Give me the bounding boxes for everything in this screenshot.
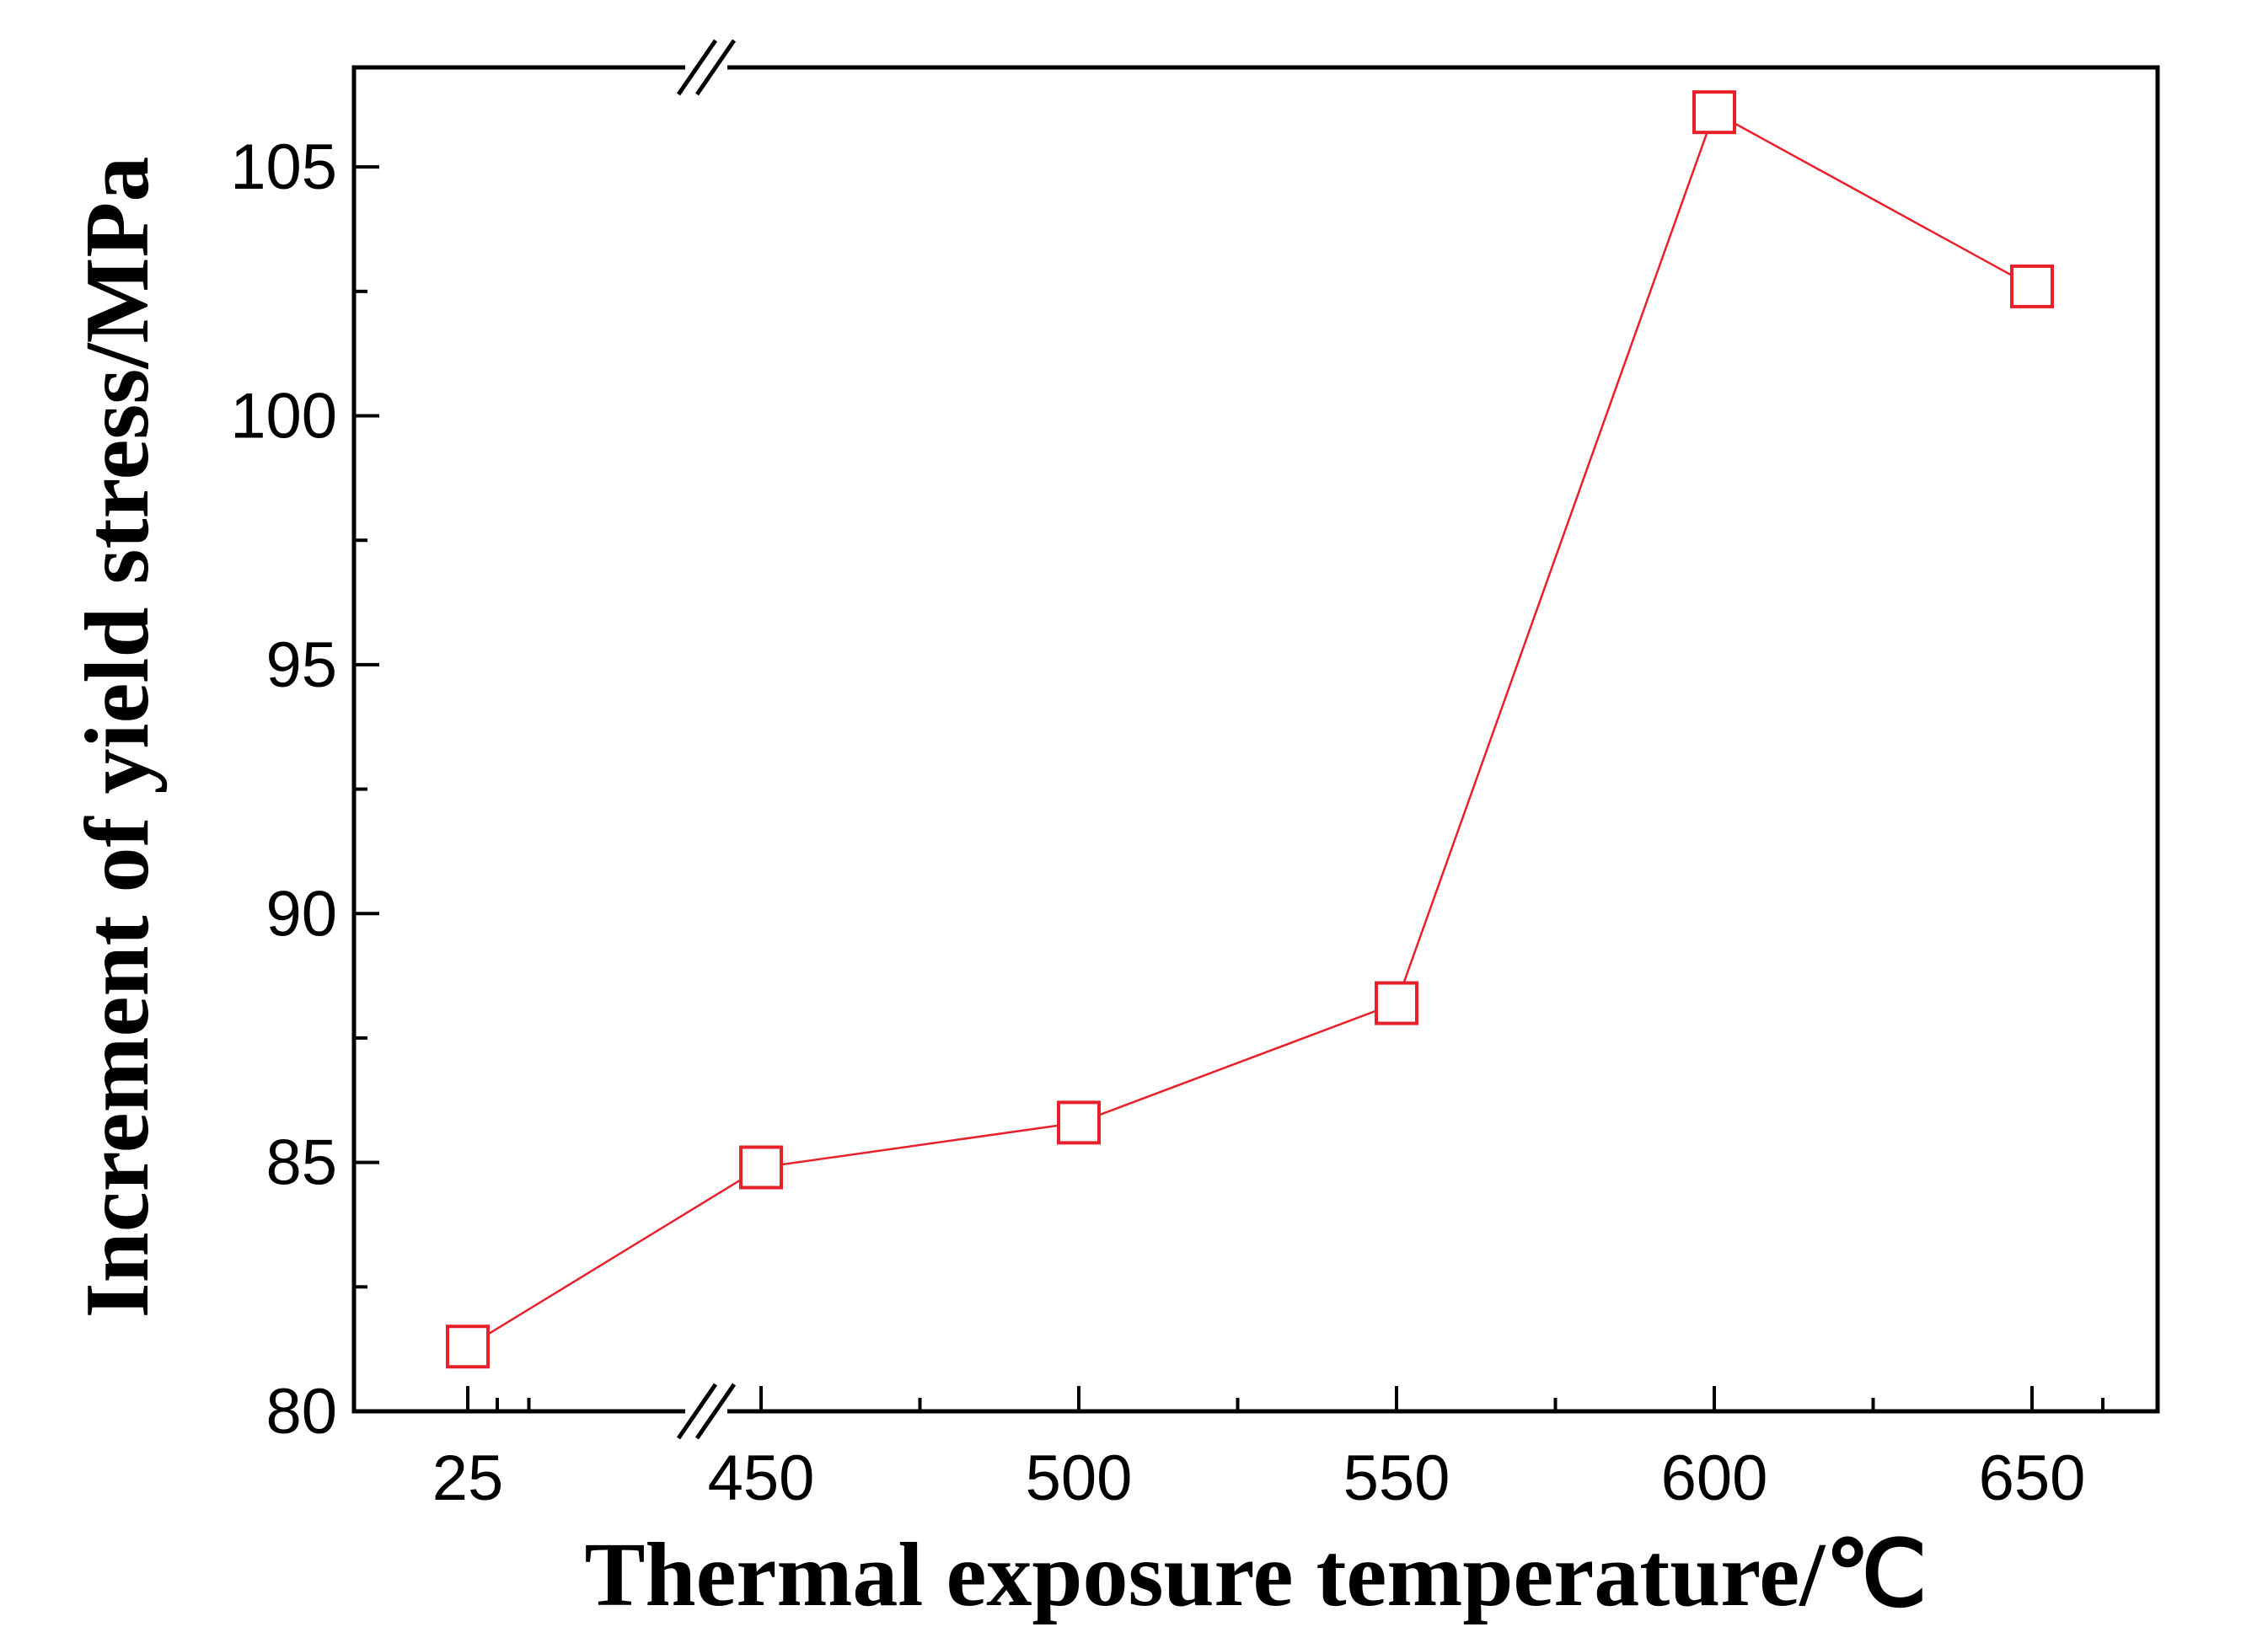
x-tick-label: 25 (432, 1442, 504, 1514)
data-point-marker (1057, 1100, 1101, 1145)
plot-frame (351, 65, 2160, 1414)
x-tick-label: 450 (708, 1442, 815, 1514)
x-tick-label: 550 (1343, 1442, 1450, 1514)
y-tick-label: 90 (265, 878, 337, 950)
y-tick-label: 95 (265, 629, 337, 701)
data-point-marker (739, 1145, 783, 1190)
x-axis-title: Thermal exposure temperature/℃ (585, 1525, 1928, 1625)
data-point-marker (2010, 264, 2054, 308)
bottom-break-slash (676, 1383, 718, 1440)
y-axis-ticks: 80 85 90 95 100 105 (230, 131, 379, 1448)
data-point-marker (446, 1325, 490, 1369)
top-break-slash (676, 39, 718, 96)
y-tick-label: 100 (230, 381, 337, 452)
y-tick-label: 85 (265, 1127, 337, 1199)
x-tick-label: 500 (1026, 1442, 1133, 1514)
y-tick-label: 80 (265, 1376, 337, 1448)
series-line-path (467, 110, 2033, 1348)
data-point-marker (1375, 981, 1418, 1025)
series-line (446, 90, 2054, 1369)
y-axis-title: Increment of yield stress/MPa (67, 157, 168, 1319)
data-point-marker (1692, 90, 1736, 135)
x-axis-ticks: 25 450 500 550 600 650 (432, 1386, 2104, 1514)
x-tick-label: 650 (1979, 1442, 2086, 1514)
y-tick-label: 105 (230, 131, 337, 203)
x-tick-label: 600 (1661, 1442, 1768, 1514)
top-break-slash (694, 39, 737, 96)
axis-break-marks (676, 39, 737, 1440)
bottom-break-slash (694, 1383, 737, 1440)
